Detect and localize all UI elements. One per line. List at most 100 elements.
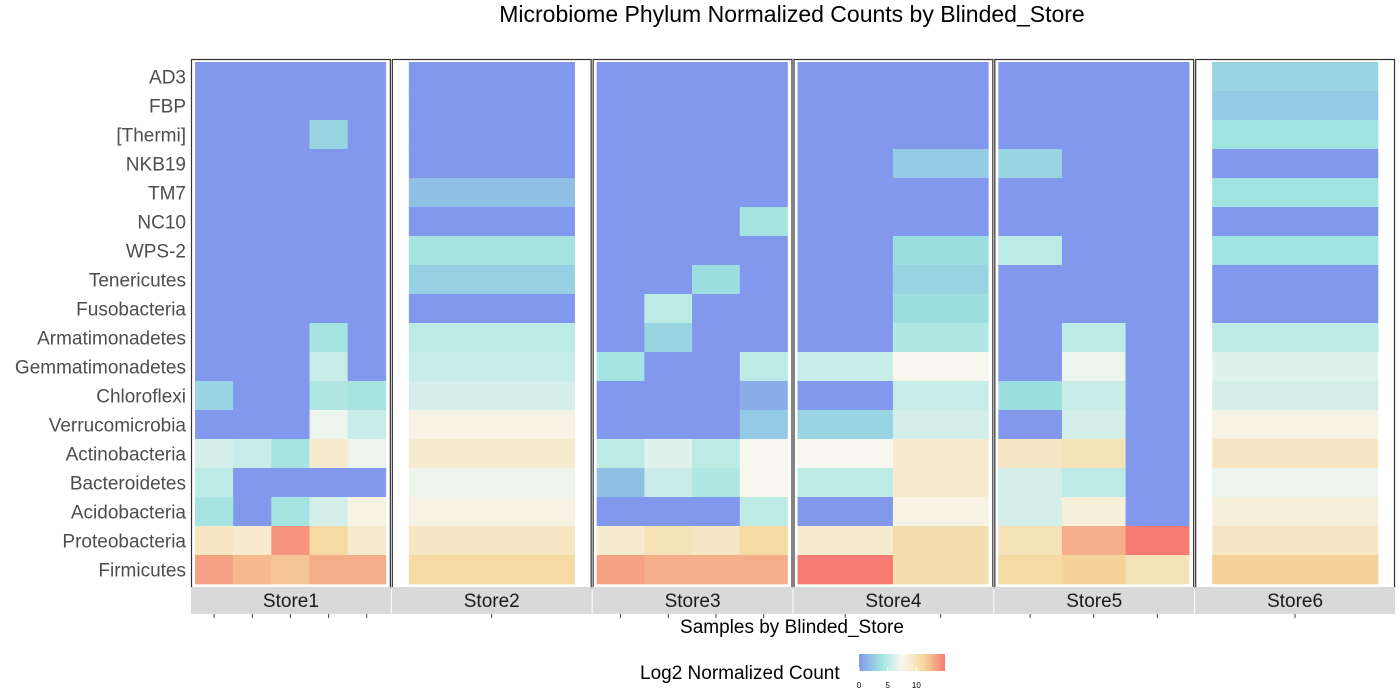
facet-strip-label: Store4 [865,591,921,612]
heat-cell [1125,468,1190,498]
heat-cell [596,323,645,353]
legend-title: Log2 Normalized Count [640,663,840,684]
heat-cell [692,468,741,498]
heat-cell [271,265,310,295]
facet-panels: Store1 Store2 Store3 Store4 Store5 Store6 [190,58,1396,618]
heat-cell [195,352,234,382]
heat-cell [1125,265,1190,295]
heat-cell [195,497,234,527]
heat-cell [195,410,234,440]
facet-strip-label: Store1 [263,591,319,612]
heat-cell [271,91,310,121]
heat-cell [739,120,788,150]
heat-cell [1125,439,1190,469]
heat-cell [233,120,272,150]
heat-cell [271,236,310,266]
heat-cell [596,439,645,469]
facet-strip [391,587,592,614]
y-tick-label: AD3 [149,68,186,89]
heat-cell [309,265,348,295]
facet-strip [994,587,1195,614]
heat-cell [596,381,645,411]
heat-cell [233,352,272,382]
heat-cell [998,91,1063,121]
heat-cell [797,207,894,237]
heat-cell [271,555,310,585]
heat-cell [408,410,575,440]
heat-cell [596,352,645,382]
heat-cell [1125,497,1190,527]
heat-cell [797,265,894,295]
heat-cell [1125,381,1190,411]
heat-cell [998,294,1063,324]
heat-cell [347,178,387,208]
heat-cell [1212,62,1379,92]
y-tick-label: Proteobacteria [62,532,186,553]
heat-cell [892,149,989,179]
heat-cell [596,236,645,266]
heat-cell [408,178,575,208]
heat-cell [195,265,234,295]
heat-cell [233,91,272,121]
legend-colorbar [859,654,945,671]
heat-cell [596,91,645,121]
heat-cell [644,555,693,585]
y-tick-label: Verrucomicrobia [49,416,187,437]
heat-cell [271,178,310,208]
heat-cell [892,120,989,150]
heat-cell [797,178,894,208]
heat-cell [271,497,310,527]
heat-cell [233,236,272,266]
heat-cell [596,526,645,556]
heat-cell [892,265,989,295]
heat-cell [1212,91,1379,121]
heat-cell [998,410,1063,440]
heat-cell [596,555,645,585]
heat-cell [1061,439,1126,469]
heat-cell [892,410,989,440]
heat-cell [692,265,741,295]
heat-cell [692,91,741,121]
heat-cell [644,497,693,527]
heat-cell [233,381,272,411]
heat-cell [644,352,693,382]
heat-cell [998,526,1063,556]
heat-cell [644,265,693,295]
heat-cell [408,207,575,237]
heat-cell [271,62,310,92]
heat-cell [1061,294,1126,324]
heat-cell [739,178,788,208]
heat-cell [309,526,348,556]
heat-cell [1212,178,1379,208]
heat-cell [797,236,894,266]
heat-cell [1125,91,1190,121]
heat-cell [692,526,741,556]
heat-cell [347,468,387,498]
heat-cell [644,526,693,556]
y-tick-label: Armatimonadetes [37,329,186,350]
chart-title: Microbiome Phylum Normalized Counts by B… [499,1,1084,27]
heat-cell [892,439,989,469]
heat-cell [347,352,387,382]
heat-cell [309,120,348,150]
heat-cell [1125,555,1190,585]
heat-cell [998,323,1063,353]
heat-cell [1212,555,1379,585]
heat-cell [739,381,788,411]
heat-cell [233,468,272,498]
heat-cell [347,149,387,179]
heat-cell [195,526,234,556]
heat-cell [1125,526,1190,556]
heat-cell [739,410,788,440]
heat-cell [1061,120,1126,150]
heat-cell [692,381,741,411]
heat-cell [347,236,387,266]
heat-cell [998,497,1063,527]
x-axis-label: Samples by Blinded_Store [680,617,904,638]
heat-cell [892,468,989,498]
heat-cell [1125,207,1190,237]
heat-cell [309,323,348,353]
heat-cell [596,149,645,179]
heat-cell [1212,120,1379,150]
